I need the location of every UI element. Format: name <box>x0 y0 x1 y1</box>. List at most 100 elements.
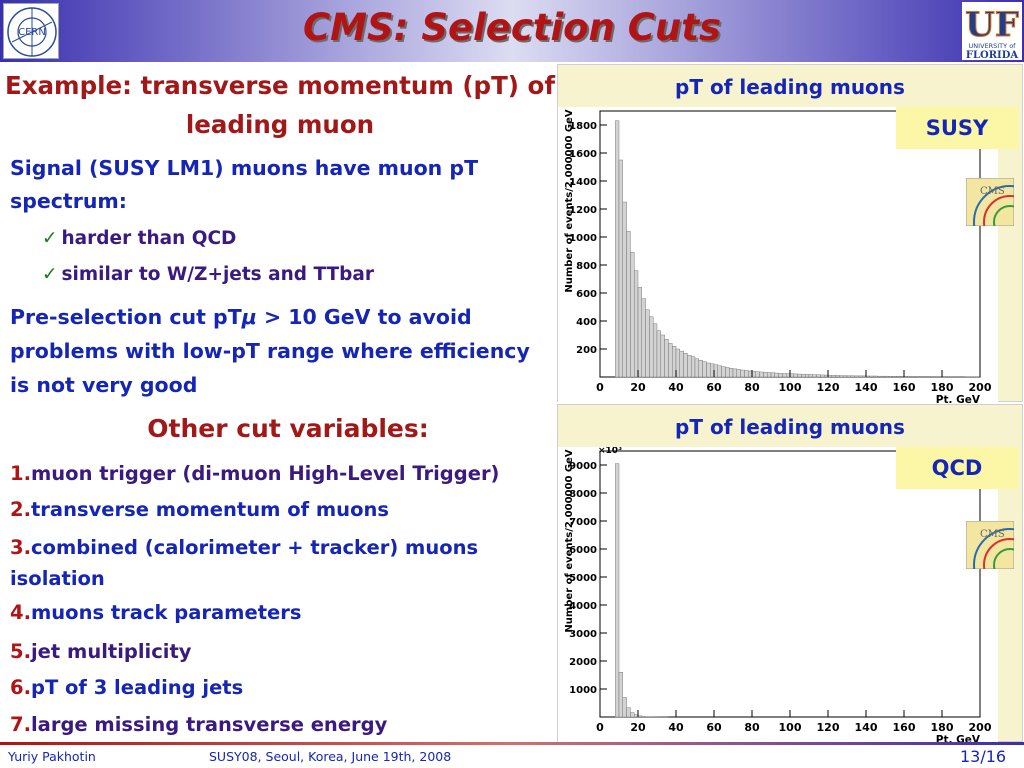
histogram-bar <box>804 374 810 378</box>
histogram-bar <box>717 365 722 378</box>
histogram-bar <box>892 376 897 378</box>
check-item-text: harder than QCD <box>61 228 237 249</box>
histogram-bar <box>652 323 658 378</box>
histogram-bar <box>694 358 699 378</box>
y-tick-label: 200 <box>576 345 597 356</box>
svg-text:UNIVERSITY of: UNIVERSITY of <box>969 42 1017 50</box>
svg-text:CERN: CERN <box>18 27 46 38</box>
histogram-bar <box>884 375 889 378</box>
panel-title: pT of leading muons <box>675 415 905 439</box>
x-tick-label: 140 <box>855 721 878 734</box>
histogram-bar <box>827 374 832 378</box>
histogram-bar <box>630 252 635 378</box>
histogram-bar <box>706 362 711 378</box>
histogram-bar <box>656 330 661 378</box>
histogram-bar <box>633 714 639 718</box>
y-tick-label: 1200 <box>569 205 597 216</box>
histogram-bar <box>618 159 623 378</box>
histogram-bar <box>766 372 772 378</box>
histogram-bar <box>812 374 817 378</box>
histogram-bar <box>626 231 631 378</box>
x-tick-label: 0 <box>596 721 604 734</box>
histogram-bar <box>679 350 684 378</box>
histogram-bar <box>801 374 806 378</box>
qcd-pt-histogram: 0 20 40 60 80 100 120 140 160 180 200 1000 2000 3000 4… <box>558 447 998 743</box>
histogram-bar <box>732 368 737 378</box>
x-axis-label: Pt, GeV <box>936 734 981 743</box>
histogram-bar <box>618 671 623 718</box>
qcd-tag: QCD <box>896 447 1018 489</box>
histogram-bar <box>919 376 924 378</box>
y-tick-label: 6000 <box>569 545 597 556</box>
histogram-bar <box>881 375 886 378</box>
histogram-bar <box>759 371 764 378</box>
histogram-bar <box>736 369 741 378</box>
histogram-bar <box>751 371 756 378</box>
histogram-bar <box>615 463 620 718</box>
histogram-bar <box>649 316 654 378</box>
footer-event: SUSY08, Seoul, Korea, June 19th, 2008 <box>209 749 452 764</box>
uf-logo: UF UNIVERSITY of FLORIDA <box>962 2 1022 61</box>
histogram-bar <box>709 363 715 378</box>
histogram-bar <box>755 371 760 378</box>
histogram-bar <box>668 343 673 378</box>
histogram-bar <box>770 372 775 378</box>
cut-item: 3.combined (calorimeter + tracker) muons… <box>10 536 479 590</box>
cms-logo: CMS <box>965 177 1024 259</box>
histogram-bar <box>763 372 768 378</box>
histogram-bar <box>915 376 920 378</box>
histogram-bar <box>865 375 870 378</box>
example-heading: Example: transverse momentum (pT) of lea… <box>4 71 556 139</box>
x-tick-label: 140 <box>855 381 878 394</box>
histogram-bar <box>690 356 696 378</box>
susy-tag: SUSY <box>896 107 1018 149</box>
histogram-bar <box>637 287 642 378</box>
histogram-bar <box>615 120 620 378</box>
x-tick-label: 180 <box>931 721 954 734</box>
header-bar: CERN CMS: Selection Cuts UF UNIVERSITY o… <box>0 0 1024 62</box>
x-tick-label: 80 <box>744 381 760 394</box>
other-cuts-heading: Other cut variables: <box>147 414 429 443</box>
preselection-paragraph: Pre-selection cut pTμ > 10 GeV to avoid … <box>10 305 530 397</box>
histogram-bar <box>645 309 650 378</box>
histogram-bar <box>687 355 692 378</box>
svg-text:CMS: CMS <box>980 529 1005 540</box>
histogram-bar <box>835 375 840 378</box>
histogram-bar <box>744 370 749 378</box>
footer-divider <box>0 742 1024 745</box>
histogram-bar <box>808 374 813 378</box>
x-tick-label: 160 <box>893 721 916 734</box>
y-tick-label: 9000 <box>569 461 597 472</box>
histogram-bar <box>820 374 825 378</box>
histogram-bar <box>785 373 791 378</box>
y-tick-label: 8000 <box>569 489 597 500</box>
y-tick-label: 5000 <box>569 573 597 584</box>
histogram-bar <box>637 715 642 718</box>
histogram-bar <box>778 373 783 378</box>
histogram-bar <box>630 712 635 718</box>
y-tick-label: 1600 <box>569 149 597 160</box>
x-tick-label: 160 <box>893 381 916 394</box>
y-tick-label: 7000 <box>569 517 597 528</box>
histogram-bar <box>671 345 677 378</box>
x-tick-label: 200 <box>969 721 992 734</box>
histogram-bar <box>713 364 718 378</box>
histogram-bar <box>797 373 802 378</box>
histogram-bar <box>698 359 703 378</box>
checkmark-icon: ✓ <box>42 264 58 285</box>
mu-symbol: μ <box>241 305 257 329</box>
histogram-bar <box>843 375 848 378</box>
histogram-bar <box>922 376 927 378</box>
page-number: 13/16 <box>960 747 1007 766</box>
histogram-bar <box>854 375 859 378</box>
histogram-bar <box>740 369 745 378</box>
y-axis-multiplier: ×10³ <box>598 447 622 456</box>
signal-paragraph: Signal (SUSY LM1) muons have muon pT spe… <box>10 156 479 213</box>
histogram-bar <box>900 376 905 378</box>
y-tick-label: 600 <box>576 289 597 300</box>
x-tick-label: 120 <box>817 721 840 734</box>
histogram-bar <box>846 375 851 378</box>
cms-logo: CMS <box>965 520 1024 602</box>
histogram-bar <box>774 372 779 378</box>
histogram-bar <box>728 368 734 378</box>
